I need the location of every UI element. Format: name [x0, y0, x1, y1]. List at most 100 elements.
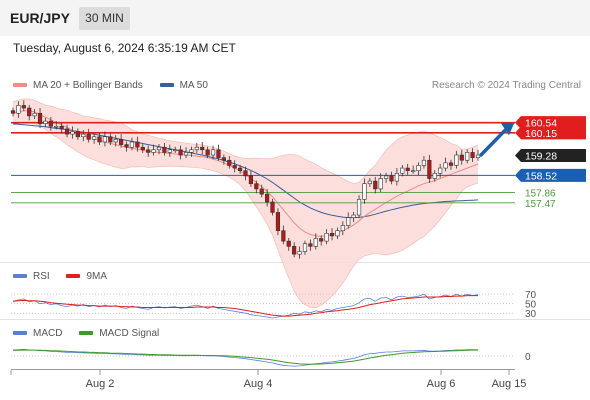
- candle-down: [162, 146, 167, 153]
- candle-up: [54, 126, 59, 128]
- candle: [146, 145, 151, 157]
- candle: [281, 225, 286, 245]
- candle-up: [70, 131, 75, 135]
- candle: [394, 168, 399, 186]
- price-label-resistance: 160.15: [525, 128, 557, 140]
- candle: [227, 156, 232, 169]
- symbol-label: EUR/JPY: [10, 10, 70, 26]
- candle: [356, 195, 362, 219]
- candle-down: [286, 240, 291, 247]
- candle: [194, 143, 199, 153]
- candle: [32, 109, 37, 120]
- candle: [367, 177, 372, 187]
- candle-up: [129, 141, 135, 148]
- candle: [216, 144, 221, 161]
- candle-down: [232, 165, 237, 169]
- legend-ma20: MA 20 + Bollinger Bands: [13, 80, 143, 91]
- candle-down: [216, 149, 221, 158]
- x-tick-label: Aug 4: [244, 378, 273, 390]
- timeframe-badge[interactable]: 30 MIN: [79, 7, 130, 30]
- rsi-line: [12, 293, 479, 319]
- legend-swatch-rsi: [13, 274, 27, 279]
- bollinger-upper-line: [12, 98, 479, 185]
- candle: [37, 108, 43, 129]
- candle-down: [389, 175, 394, 182]
- candle-down: [135, 141, 140, 148]
- x-axis: Aug 2 Aug 4 Aug 6 Aug 15: [10, 370, 526, 390]
- candle-up: [356, 199, 362, 216]
- candle: [81, 129, 86, 142]
- candle-down: [243, 170, 248, 177]
- candle: [75, 128, 80, 140]
- candle-down: [205, 149, 210, 156]
- candle-up: [421, 159, 427, 166]
- candle-up: [167, 149, 172, 153]
- candle-down: [319, 238, 324, 242]
- candle: [151, 144, 156, 156]
- legend-swatch-ma20: [13, 83, 27, 88]
- candle: [259, 184, 264, 198]
- price-label-support: 157.86: [525, 189, 556, 200]
- candle: [97, 132, 102, 146]
- rsi-legend: RSI 9MA: [13, 271, 121, 282]
- x-tick-label: Aug 2: [86, 378, 115, 390]
- arrow-head: [501, 123, 514, 136]
- candle: [16, 101, 21, 118]
- forecast-arrow: [479, 123, 514, 157]
- candle-up: [151, 149, 156, 153]
- price-tag-resistance: [515, 116, 586, 130]
- legend-swatch-rsi-ma: [66, 274, 81, 279]
- candle: [27, 104, 32, 121]
- candle: [454, 150, 459, 169]
- candle: [416, 162, 421, 176]
- candle-up: [378, 178, 383, 190]
- candle: [275, 208, 281, 236]
- candle: [135, 136, 140, 152]
- candle-down: [405, 167, 410, 171]
- candle-up: [113, 139, 118, 143]
- rsi-level-label: 70: [525, 290, 537, 301]
- candle: [448, 159, 454, 170]
- candle: [59, 123, 64, 134]
- candle-up: [102, 136, 108, 143]
- candle-up: [394, 172, 399, 182]
- candle: [205, 146, 210, 159]
- candle: [373, 176, 378, 194]
- candle: [265, 188, 270, 207]
- candle: [324, 229, 329, 245]
- candle-down: [308, 243, 313, 247]
- legend-swatch-macd: [13, 331, 27, 336]
- candle: [335, 227, 340, 240]
- candle: [43, 117, 48, 127]
- candle: [10, 107, 16, 117]
- price-tag-current: [515, 149, 586, 163]
- legend-swatch-macd-signal: [79, 331, 94, 336]
- candle: [302, 240, 308, 255]
- x-tick-label: Aug 6: [427, 378, 456, 390]
- macd-signal-line: [12, 349, 479, 365]
- candle-up: [340, 225, 345, 231]
- candle-up: [335, 230, 340, 237]
- candle: [92, 133, 97, 144]
- rsi-ma-line: [12, 295, 478, 317]
- candle: [319, 235, 324, 246]
- macd-panel: 0: [11, 352, 531, 363]
- candle-down: [329, 232, 335, 237]
- candle: [232, 160, 237, 173]
- candle: [400, 164, 405, 177]
- arrow-shaft: [479, 127, 508, 157]
- candle: [156, 144, 162, 155]
- candle-down: [373, 180, 378, 190]
- candle-down: [248, 175, 254, 185]
- candle: [70, 126, 75, 139]
- price-tag-resistance: [515, 126, 586, 140]
- candle: [351, 211, 356, 223]
- candle-down: [124, 144, 129, 148]
- candle: [329, 228, 335, 241]
- candle: [113, 135, 118, 147]
- candle: [124, 141, 129, 152]
- candle: [443, 157, 448, 172]
- candle-up: [183, 152, 189, 156]
- candle-down: [21, 105, 26, 109]
